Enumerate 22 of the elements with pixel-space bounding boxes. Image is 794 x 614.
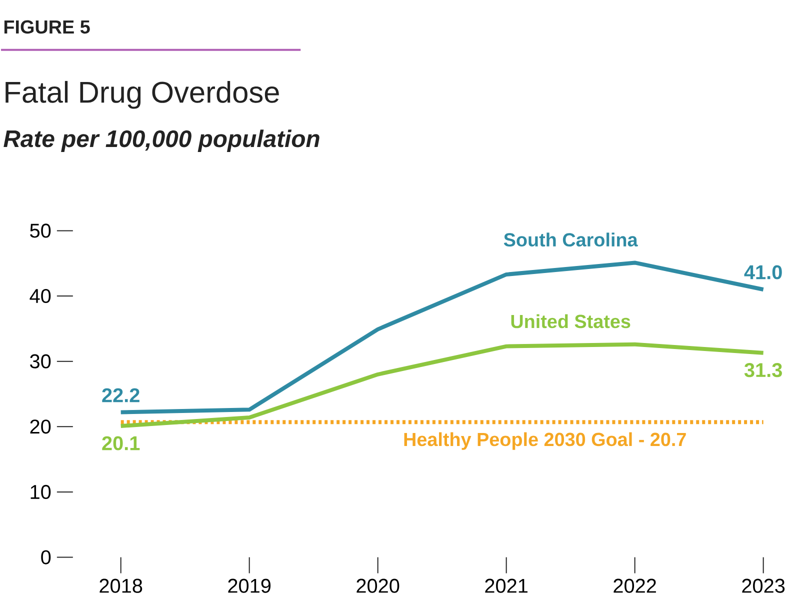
y-tick-label: 10 <box>30 484 51 499</box>
chart-subtitle: Rate per 100,000 population <box>4 130 320 152</box>
y-tick-label: 30 <box>30 354 51 368</box>
data-label: 41.0 <box>744 265 782 280</box>
x-tick-label: 2019 <box>228 578 271 593</box>
x-tick-label: 2018 <box>100 578 142 593</box>
x-tick-label: 2020 <box>356 578 400 593</box>
data-label: 20.1 <box>102 436 140 450</box>
x-tick-label: 2023 <box>742 578 785 593</box>
x-tick-label: 2021 <box>485 578 528 593</box>
x-tick-label: 2022 <box>614 578 656 593</box>
data-label: 22.2 <box>102 388 140 402</box>
y-tick-label: 20 <box>30 420 51 434</box>
y-tick-label: 40 <box>30 288 51 303</box>
data-label: 31.3 <box>744 362 782 378</box>
y-tick-label: 0 <box>41 550 51 564</box>
series-label: United States <box>511 314 630 328</box>
chart-title: Fatal Drug Overdose <box>6 80 279 109</box>
caption: FIGURE 5 <box>4 20 90 34</box>
ref-line-label: Healthy People 2030 Goal - 20.7 <box>404 432 686 450</box>
y-tick-label: 50 <box>30 224 51 238</box>
series-label: South Carolina <box>504 232 638 246</box>
